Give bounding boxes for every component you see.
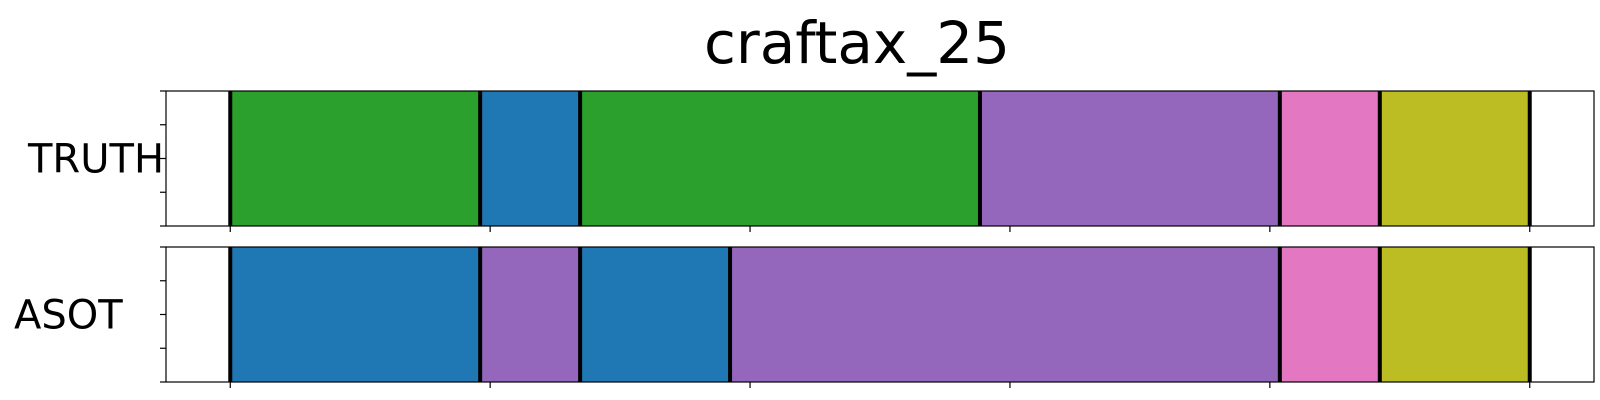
segment-asot-7 bbox=[1530, 247, 1594, 382]
row-asot: ASOT bbox=[14, 247, 1594, 388]
segment-asot-5 bbox=[1280, 247, 1380, 382]
segment-asot-4 bbox=[730, 247, 1280, 382]
segment-truth-5 bbox=[1280, 91, 1380, 226]
segment-truth-7 bbox=[1530, 91, 1594, 226]
segment-asot-0 bbox=[166, 247, 230, 382]
rows-layer: TRUTH ASOT bbox=[14, 91, 1594, 388]
segment-truth-1 bbox=[230, 91, 480, 226]
segment-truth-3 bbox=[580, 91, 980, 226]
segment-asot-6 bbox=[1380, 247, 1530, 382]
segment-truth-2 bbox=[480, 91, 580, 226]
row-truth: TRUTH bbox=[27, 91, 1594, 232]
segment-asot-2 bbox=[480, 247, 580, 382]
segment-truth-0 bbox=[166, 91, 230, 226]
row-label-asot: ASOT bbox=[14, 293, 123, 339]
row-label-truth: TRUTH bbox=[27, 137, 164, 183]
chart-title: craftax_25 bbox=[704, 9, 1010, 77]
segment-truth-6 bbox=[1380, 91, 1530, 226]
segment-asot-3 bbox=[580, 247, 730, 382]
segment-truth-4 bbox=[980, 91, 1280, 226]
segment-asot-1 bbox=[230, 247, 480, 382]
